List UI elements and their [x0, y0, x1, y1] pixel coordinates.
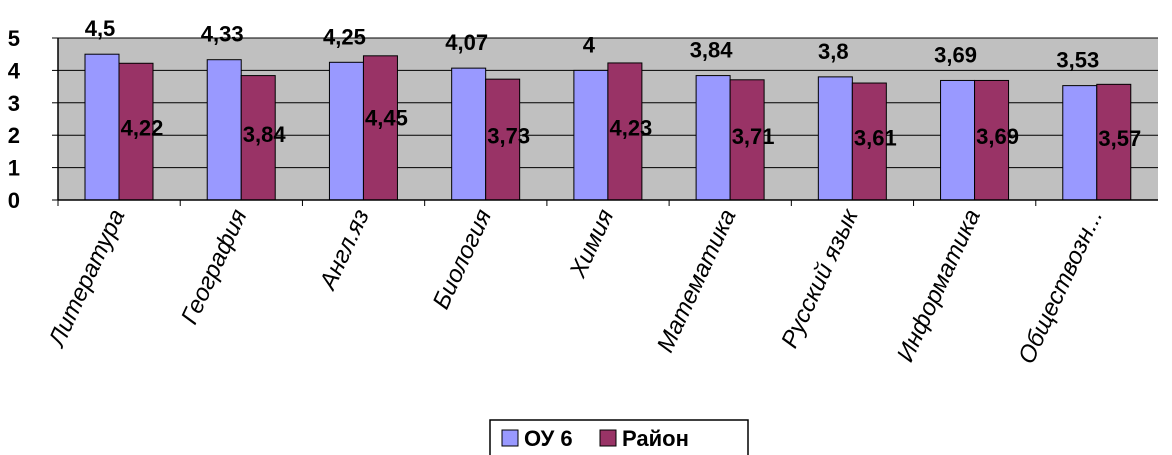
- data-label: 3,53: [1056, 48, 1099, 73]
- bar-ou6: [940, 79, 976, 201]
- data-label: 4,23: [609, 115, 652, 140]
- data-label: 4,5: [85, 16, 116, 41]
- bar-ou6: [451, 67, 487, 201]
- y-tick-label: 4: [8, 58, 21, 83]
- y-tick-label: 1: [8, 156, 20, 181]
- bar-rayon: [485, 78, 521, 201]
- x-tick-label: Биология: [428, 205, 498, 313]
- x-tick-labels: Литература География Англ.яз Биология Химия М…: [43, 204, 1109, 368]
- data-label: 4: [583, 32, 596, 57]
- data-labels: 4,5 4,22 4,33 3,84 4,25 4,45 4,07 3,73 4 4,23 3,84…: [85, 16, 1141, 151]
- bar-ou6: [573, 69, 609, 201]
- bar-ou6: [206, 59, 242, 201]
- legend-label: Район: [622, 426, 689, 451]
- y-tick-labels: 0 1 2 3 4 5: [8, 26, 21, 213]
- data-label: 3,57: [1098, 126, 1141, 151]
- x-tick-label: География: [176, 205, 253, 328]
- data-label: 3,8: [818, 39, 849, 64]
- bar-rayon: [607, 62, 643, 201]
- bar-rayon: [118, 62, 154, 201]
- bar-rayon: [729, 79, 765, 201]
- data-label: 3,69: [976, 124, 1019, 149]
- data-label: 3,73: [487, 124, 530, 149]
- y-tick-label: 3: [8, 91, 20, 116]
- bar-ou6: [328, 61, 364, 201]
- y-tick-label: 2: [8, 123, 20, 148]
- legend-swatch: [599, 429, 617, 447]
- x-tick-label: Обществозн...: [1013, 205, 1108, 368]
- x-tick-label: Информатика: [892, 205, 986, 366]
- bar-rayon: [362, 55, 398, 201]
- legend-swatch: [501, 429, 519, 447]
- bar-ou6: [1062, 85, 1098, 201]
- y-tick-label: 5: [8, 26, 20, 51]
- bars: [84, 53, 1132, 201]
- bar-ou6: [84, 53, 120, 201]
- y-tick-label: 0: [8, 188, 20, 213]
- data-label: 3,84: [243, 122, 287, 147]
- x-tick-label: Англ.яз: [314, 205, 375, 295]
- bar-rayon: [974, 79, 1010, 201]
- data-label: 4,22: [121, 116, 164, 141]
- legend-box: [489, 419, 749, 455]
- data-label: 3,84: [690, 38, 734, 63]
- data-label: 4,33: [201, 22, 244, 47]
- x-tick-label: Русский язык: [776, 204, 864, 353]
- data-label: 4,45: [365, 105, 408, 130]
- data-label: 3,69: [934, 42, 977, 67]
- x-tick-label: Химия: [564, 205, 619, 283]
- legend-label: ОУ 6: [524, 426, 573, 451]
- data-label: 4,07: [445, 30, 488, 55]
- data-label: 3,71: [732, 124, 775, 149]
- bar-rayon: [240, 75, 276, 201]
- bar-ou6: [695, 75, 731, 201]
- bar-ou6: [817, 76, 853, 201]
- x-tick-label: Литература: [43, 205, 131, 352]
- data-label: 4,25: [323, 24, 366, 49]
- data-label: 3,61: [854, 126, 897, 151]
- axes: [57, 38, 1158, 206]
- legend: ОУ 6 Район: [489, 419, 749, 455]
- x-tick-label: Математика: [652, 205, 742, 356]
